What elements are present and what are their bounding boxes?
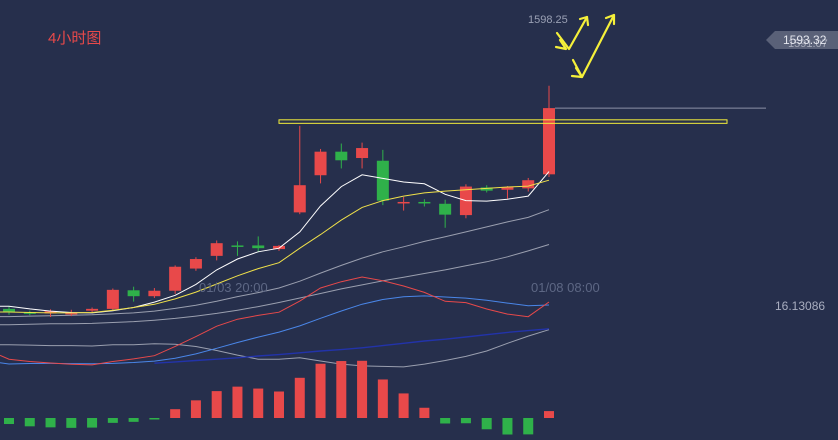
candle-body <box>231 245 244 247</box>
macd-bar <box>481 418 492 430</box>
macd-bar <box>398 393 409 418</box>
candle-body <box>189 259 202 269</box>
candle-body <box>501 187 514 190</box>
macd-bar <box>357 360 368 418</box>
macd-bar <box>460 418 471 424</box>
candle-body <box>356 148 369 159</box>
candle-body <box>397 201 410 204</box>
candle-body <box>106 289 119 309</box>
candle-body <box>439 203 452 215</box>
ma-line-blue <box>154 328 550 364</box>
secondary-price-label: 1591.07 <box>788 38 828 50</box>
macd-bar <box>149 418 160 420</box>
x-tick-label: 01/08 08:00 <box>531 280 600 295</box>
candle-body <box>127 290 140 297</box>
candle-body <box>293 185 306 213</box>
ma-line-gray <box>0 244 550 326</box>
macd-bar <box>190 400 201 418</box>
candle-body <box>335 151 348 161</box>
resistance-line <box>278 119 728 124</box>
macd-bar <box>336 361 347 418</box>
macd-bar <box>107 418 118 423</box>
macd-bar <box>377 379 388 418</box>
candle-body <box>65 312 78 315</box>
ma-line-gray <box>0 329 550 368</box>
macd-bar <box>544 411 554 418</box>
macd-bar <box>66 418 77 428</box>
timeframe-label: 4小时图 <box>48 30 101 47</box>
candle-body <box>314 151 327 176</box>
candle-body <box>169 266 182 291</box>
candle-body <box>522 180 535 189</box>
macd-bar <box>24 418 35 427</box>
candle-body <box>480 187 493 191</box>
x-tick-label: 01/03 20:00 <box>199 280 268 295</box>
candle-body <box>376 160 389 201</box>
macd-dea-line <box>0 295 550 365</box>
moving-average-lines-front <box>0 171 550 314</box>
macd-bar <box>4 418 14 425</box>
forecast-arrowhead <box>604 13 616 26</box>
current-price-label: 1593.32 <box>783 33 827 47</box>
candle-body <box>86 308 99 311</box>
high-price-label: 1598.25 <box>528 14 568 26</box>
candle-body <box>418 201 431 204</box>
macd-panel <box>0 276 554 435</box>
macd-bar <box>253 388 264 418</box>
macd-dif-line <box>0 276 550 366</box>
forecast-arrowhead-down <box>570 66 584 79</box>
candle-body <box>3 308 15 313</box>
macd-bar <box>294 377 305 418</box>
forecast-arrow-up-large <box>571 13 616 79</box>
annotations <box>278 13 766 124</box>
macd-bar <box>419 407 430 418</box>
macd-bar <box>315 363 326 418</box>
candle-body <box>44 311 57 314</box>
forecast-arrowhead-down <box>554 38 568 51</box>
macd-bar <box>45 418 56 428</box>
candle-body <box>252 245 265 249</box>
ma-line-gray <box>0 209 550 318</box>
current-price-tag <box>766 31 838 49</box>
macd-bar <box>211 391 222 418</box>
macd-bar <box>440 418 451 424</box>
candle-body <box>543 108 555 175</box>
macd-bar <box>170 409 181 418</box>
macd-bar <box>523 418 534 435</box>
macd-bar <box>232 386 243 418</box>
candle-body <box>210 243 223 256</box>
forecast-arrow-up-small <box>555 15 589 51</box>
macd-bar <box>502 418 513 435</box>
macd-bar <box>128 418 139 422</box>
moving-average-lines-back <box>0 209 550 368</box>
candle-body <box>273 245 285 250</box>
macd-bar <box>87 418 98 428</box>
macd-value-label: 16.13086 <box>775 299 825 313</box>
candle-body <box>148 290 161 297</box>
macd-bar <box>274 391 284 418</box>
forecast-arrowhead <box>578 15 590 27</box>
ma-line-yellow <box>0 179 550 314</box>
